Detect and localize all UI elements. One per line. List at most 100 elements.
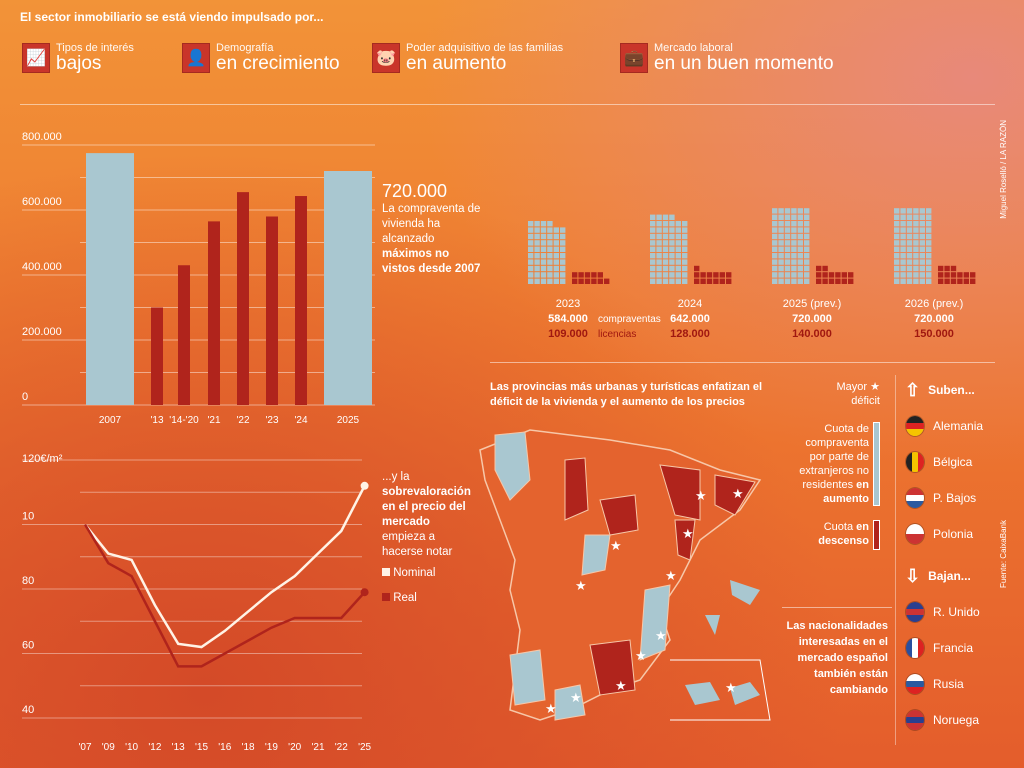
square-compraventa — [650, 227, 656, 233]
square-compraventa — [534, 221, 540, 227]
square-compraventa — [784, 240, 791, 246]
square-licencia — [828, 272, 835, 278]
square-compraventa — [560, 240, 566, 246]
svg-text:★: ★ — [732, 486, 744, 501]
line-nominal — [84, 485, 366, 649]
sales-annotation-text: La compraventa de vivienda ha alcanzado — [382, 203, 481, 245]
square-licencia — [841, 272, 847, 278]
square-compraventa — [894, 221, 900, 227]
square-compraventa — [662, 214, 669, 220]
square-compraventa — [682, 265, 688, 272]
square-compraventa — [906, 233, 913, 240]
square-compraventa — [894, 214, 900, 220]
x-tick-label: 2007 — [99, 415, 122, 426]
square-licencia — [694, 265, 700, 272]
square-compraventa — [784, 214, 791, 220]
square-compraventa — [778, 221, 784, 227]
square-compraventa — [894, 278, 900, 284]
square-compraventa — [675, 233, 681, 240]
nationality-up: Alemania — [905, 408, 983, 444]
square-compraventa — [547, 240, 553, 246]
square-compraventa — [656, 246, 662, 252]
square-licencia — [970, 278, 976, 284]
svg-text:★: ★ — [665, 568, 677, 583]
square-compraventa — [540, 233, 547, 240]
y-tick-label: 800.000 — [22, 131, 62, 143]
square-compraventa — [534, 265, 540, 272]
square-compraventa — [540, 272, 547, 278]
square-compraventa — [682, 259, 688, 265]
square-licencia — [713, 278, 719, 284]
square-compraventa — [650, 253, 656, 259]
sales-annotation-bold: máximos no vistos desde 2007 — [382, 248, 481, 275]
group-2023 — [528, 221, 610, 284]
x-tick-label: '14-'20 — [169, 415, 199, 426]
square-compraventa — [784, 227, 791, 233]
square-compraventa — [560, 253, 566, 259]
square-compraventa — [919, 259, 925, 265]
square-compraventa — [804, 240, 810, 246]
svg-text:★: ★ — [570, 690, 582, 705]
square-compraventa — [547, 221, 553, 227]
square-compraventa — [791, 221, 797, 227]
square-compraventa — [772, 265, 778, 272]
square-compraventa — [534, 259, 540, 265]
square-compraventa — [656, 221, 662, 227]
square-compraventa — [540, 227, 547, 233]
square-compraventa — [906, 272, 913, 278]
square-compraventa — [900, 214, 906, 220]
square-compraventa — [528, 221, 534, 227]
square-compraventa — [553, 227, 559, 233]
square-compraventa — [772, 233, 778, 240]
legend-share-up: Cuota de compraventa por parte de extran… — [790, 422, 880, 506]
y-tick-label: 40 — [22, 704, 34, 716]
square-licencia — [950, 265, 957, 272]
square-compraventa — [906, 265, 913, 272]
square-compraventa — [791, 246, 797, 252]
square-compraventa — [926, 214, 932, 220]
square-compraventa — [560, 246, 566, 252]
square-compraventa — [560, 272, 566, 278]
square-compraventa — [772, 259, 778, 265]
square-compraventa — [553, 253, 559, 259]
svg-text:★: ★ — [615, 678, 627, 693]
square-compraventa — [669, 227, 675, 233]
square-compraventa — [682, 240, 688, 246]
square-compraventa — [560, 227, 566, 233]
square-compraventa — [675, 265, 681, 272]
square-compraventa — [682, 278, 688, 284]
square-compraventa — [784, 233, 791, 240]
square-compraventa — [919, 214, 925, 220]
svg-text:★: ★ — [610, 538, 622, 553]
square-compraventa — [791, 272, 797, 278]
square-compraventa — [804, 221, 810, 227]
square-compraventa — [919, 246, 925, 252]
square-compraventa — [669, 233, 675, 240]
y-tick-label: 60 — [22, 640, 34, 652]
square-compraventa — [669, 253, 675, 259]
square-compraventa — [797, 208, 803, 214]
square-compraventa — [662, 240, 669, 246]
square-compraventa — [547, 253, 553, 259]
driver-label: Demografía — [216, 42, 274, 54]
square-compraventa — [900, 259, 906, 265]
square-compraventa — [804, 227, 810, 233]
square-compraventa — [913, 259, 919, 265]
driver-value: en un buen momento — [654, 53, 834, 74]
square-compraventa — [913, 214, 919, 220]
square-licencia — [963, 278, 969, 284]
square-compraventa — [900, 246, 906, 252]
nationality-down: Francia — [905, 630, 983, 666]
square-licencia — [938, 278, 944, 284]
y-tick-label: 600.000 — [22, 196, 62, 208]
square-compraventa — [675, 278, 681, 284]
driver-label: Mercado laboral — [654, 42, 733, 54]
square-compraventa — [926, 233, 932, 240]
square-compraventa — [926, 253, 932, 259]
licencias-value: 128.000 — [670, 328, 710, 340]
year-label: 2024 — [678, 298, 702, 310]
square-compraventa — [547, 265, 553, 272]
square-compraventa — [675, 227, 681, 233]
square-compraventa — [528, 272, 534, 278]
x-tick-label: '12 — [148, 742, 161, 753]
